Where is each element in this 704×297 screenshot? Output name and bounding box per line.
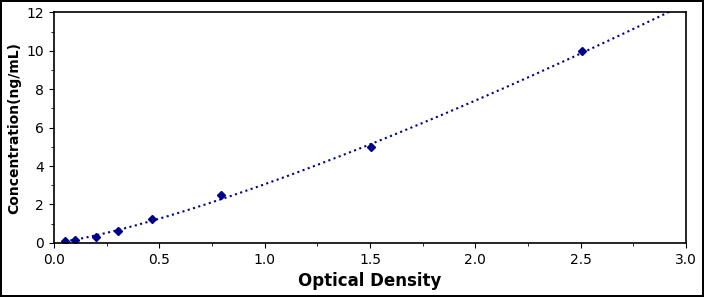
X-axis label: Optical Density: Optical Density xyxy=(298,272,441,290)
Y-axis label: Concentration(ng/mL): Concentration(ng/mL) xyxy=(7,42,21,214)
